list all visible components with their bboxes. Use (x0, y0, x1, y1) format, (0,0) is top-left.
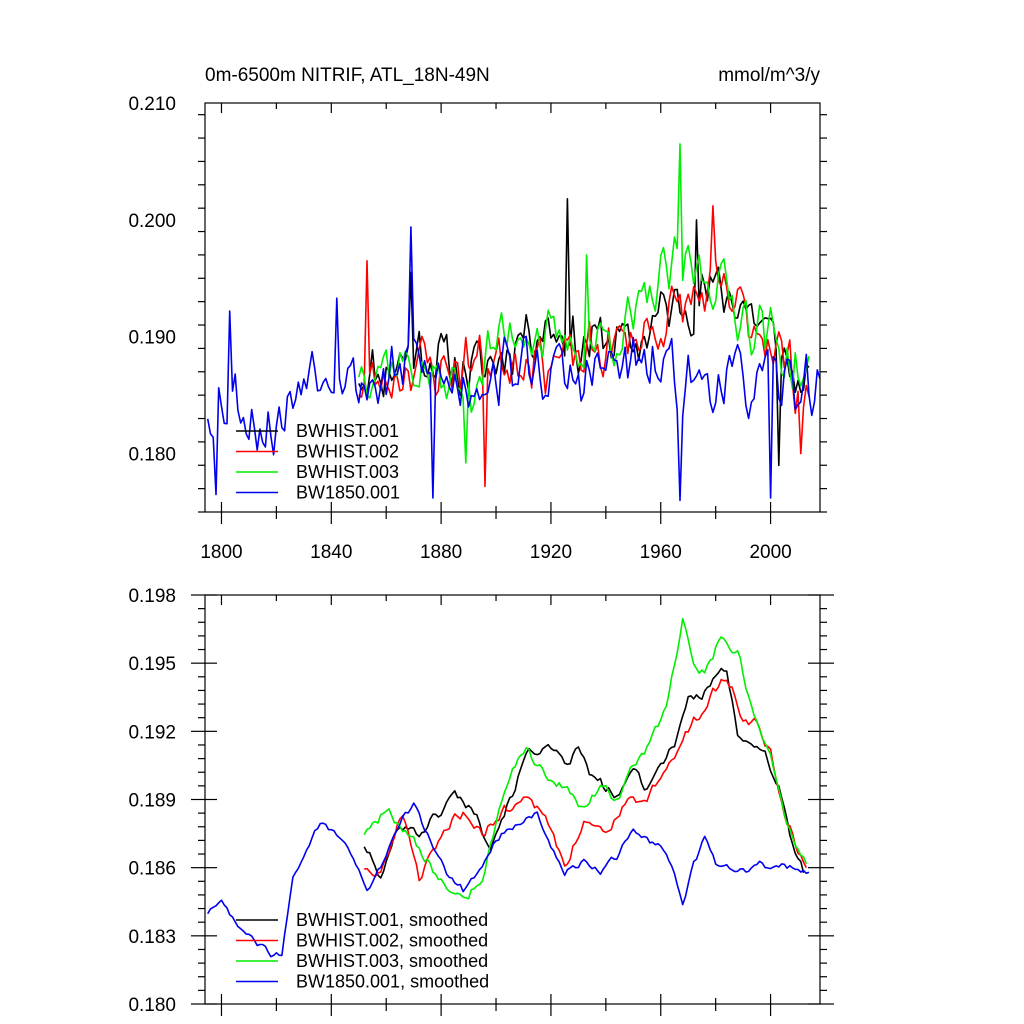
bottom-plot-frame (204, 594, 821, 1005)
bottom-series-group (207, 617, 810, 958)
series-line-bwhist-002-smoothed (364, 678, 808, 882)
series-line-bw1850-001 (206, 226, 821, 502)
legend-label: BWHIST.002 (296, 442, 399, 462)
top-series-group (206, 143, 821, 502)
series-line-bwhist-001 (358, 198, 810, 467)
series-line-bw1850-001-smoothed (207, 802, 810, 958)
series-line-bwhist-001-smoothed (363, 667, 805, 879)
series-line-bwhist-003-smoothed (363, 617, 808, 900)
y-tick-label: 0.195 (128, 654, 176, 675)
legend-label: BWHIST.001 (296, 421, 399, 441)
y-tick-label: 0.189 (128, 791, 176, 812)
panel-bottom: 0.180 0.183 0.186 0.189 0.192 0.195 0.198 BWHI… (128, 586, 834, 1016)
y-tick-label: 0.198 (128, 586, 176, 607)
legend-label: BW1850.001, smoothed (296, 972, 489, 992)
y-tick-label: 0.180 (128, 995, 176, 1016)
top-plot-frame (204, 102, 821, 513)
legend-label: BWHIST.003, smoothed (296, 951, 488, 971)
series-line-bwhist-003 (358, 143, 810, 464)
y-tick-label: 0.183 (128, 927, 176, 948)
top-axes: 1800 1840 1880 1920 1960 2000 0.180 0.190 0.200 0… (128, 94, 827, 563)
legend-label: BWHIST.001, smoothed (296, 910, 488, 930)
legend-label: BWHIST.002, smoothed (296, 931, 488, 951)
chart-units: mmol/m^3/y (718, 65, 820, 86)
legend-label: BW1850.001 (296, 483, 400, 503)
panel-top: 0m-6500m NITRIF, ATL_18N-49N mmol/m^3/y … (128, 65, 827, 563)
y-tick-label: 0.190 (128, 328, 176, 349)
y-tick-label: 0.192 (128, 722, 176, 743)
y-tick-label: 0.210 (128, 94, 176, 115)
y-tick-label: 0.180 (128, 445, 176, 466)
x-tick-label: 1920 (530, 542, 572, 563)
legend-label: BWHIST.003 (296, 462, 399, 482)
chart-title: 0m-6500m NITRIF, ATL_18N-49N (205, 65, 490, 86)
y-tick-label: 0.186 (128, 859, 176, 880)
x-tick-label: 1800 (200, 542, 242, 563)
x-tick-label: 2000 (749, 542, 791, 563)
x-tick-label: 1880 (420, 542, 462, 563)
x-tick-label: 1960 (640, 542, 682, 563)
y-tick-label: 0.200 (128, 211, 176, 232)
x-tick-label: 1840 (310, 542, 352, 563)
